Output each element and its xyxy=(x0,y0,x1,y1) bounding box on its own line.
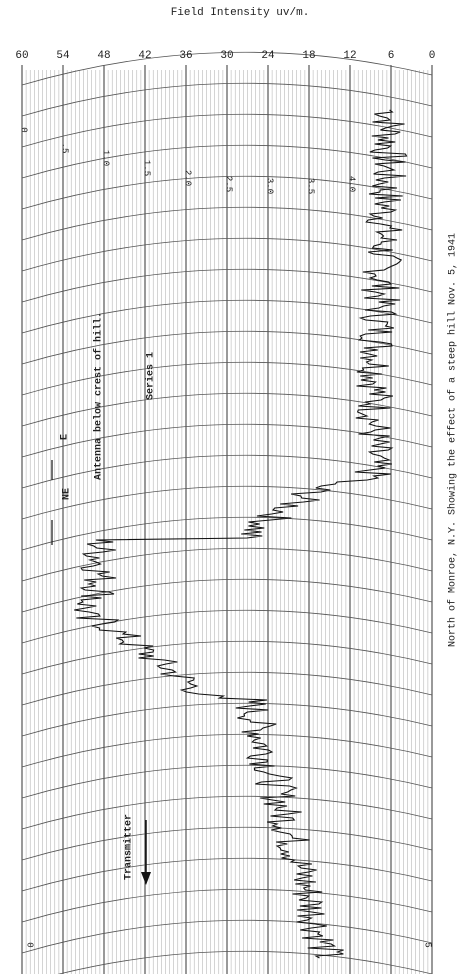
scale-label: 60 xyxy=(15,50,28,62)
scale-label: 48 xyxy=(97,50,110,62)
mile-label: 0 xyxy=(19,127,29,132)
scale-label: 42 xyxy=(138,50,151,62)
arc-line xyxy=(21,609,433,644)
arc-line xyxy=(21,702,433,737)
arc-line xyxy=(21,175,433,210)
mile-label: 1.5 xyxy=(142,160,152,176)
caption: North of Monroe, N.Y. Showing the effect… xyxy=(447,233,459,647)
annotation: Series 1 xyxy=(145,352,157,400)
annotation: Antenna below crest of hill. xyxy=(93,312,105,480)
arc-line xyxy=(21,671,433,706)
trace-line xyxy=(74,109,408,959)
grid xyxy=(21,51,433,974)
arc-line xyxy=(21,268,433,303)
arc-line xyxy=(21,578,433,613)
scale-label: 12 xyxy=(343,50,356,62)
arc-line xyxy=(21,764,433,799)
mile-label: 1.0 xyxy=(101,150,111,166)
annotation: Transmitter xyxy=(123,814,135,880)
arc-line xyxy=(21,113,433,148)
arc-line xyxy=(21,888,433,923)
arc-line xyxy=(57,950,433,974)
mile-label: 5 xyxy=(423,942,433,947)
mile-label: 2.5 xyxy=(224,176,234,192)
arc-line xyxy=(21,392,433,427)
mile-label: .5 xyxy=(60,143,70,154)
arc-line xyxy=(21,733,433,768)
arc-line xyxy=(21,919,433,954)
arc-line xyxy=(21,857,433,892)
scale-label: 18 xyxy=(302,50,315,62)
arc-line xyxy=(21,144,433,179)
arc-line xyxy=(21,640,433,675)
arc-line xyxy=(21,82,433,117)
scale-label: 54 xyxy=(56,50,70,62)
arc-line xyxy=(21,454,433,489)
scale-label: 0 xyxy=(429,50,436,62)
chart-title: Field Intensity uv/m. xyxy=(171,7,310,19)
mile-label: 3.5 xyxy=(306,178,316,194)
mile-label: 4.0 xyxy=(347,176,357,192)
arc-line xyxy=(21,330,433,365)
mile-label: 3.0 xyxy=(265,178,275,194)
arc-line xyxy=(21,51,433,86)
labels: 60 54 48 42 36 30 24 18 12 6 00.51.01.52.0 2.5 3.0 3.… xyxy=(15,50,435,948)
annotation: NE xyxy=(62,488,73,500)
scale-label: 36 xyxy=(179,50,192,62)
recorded-trace xyxy=(74,109,408,959)
arc-line xyxy=(21,516,433,551)
scale-label: 6 xyxy=(388,50,395,62)
mile-label: 0 xyxy=(25,942,35,947)
scale-label: 24 xyxy=(261,50,275,62)
arc-line xyxy=(21,485,433,520)
arc-line xyxy=(21,795,433,830)
arc-line xyxy=(21,237,433,272)
scale-label: 30 xyxy=(220,50,233,62)
arc-line xyxy=(21,826,433,861)
annotation: E xyxy=(60,434,71,440)
arrow-head xyxy=(141,872,151,885)
arc-line xyxy=(21,299,433,334)
arc-line xyxy=(21,547,433,582)
mile-label: 2.0 xyxy=(183,170,193,186)
